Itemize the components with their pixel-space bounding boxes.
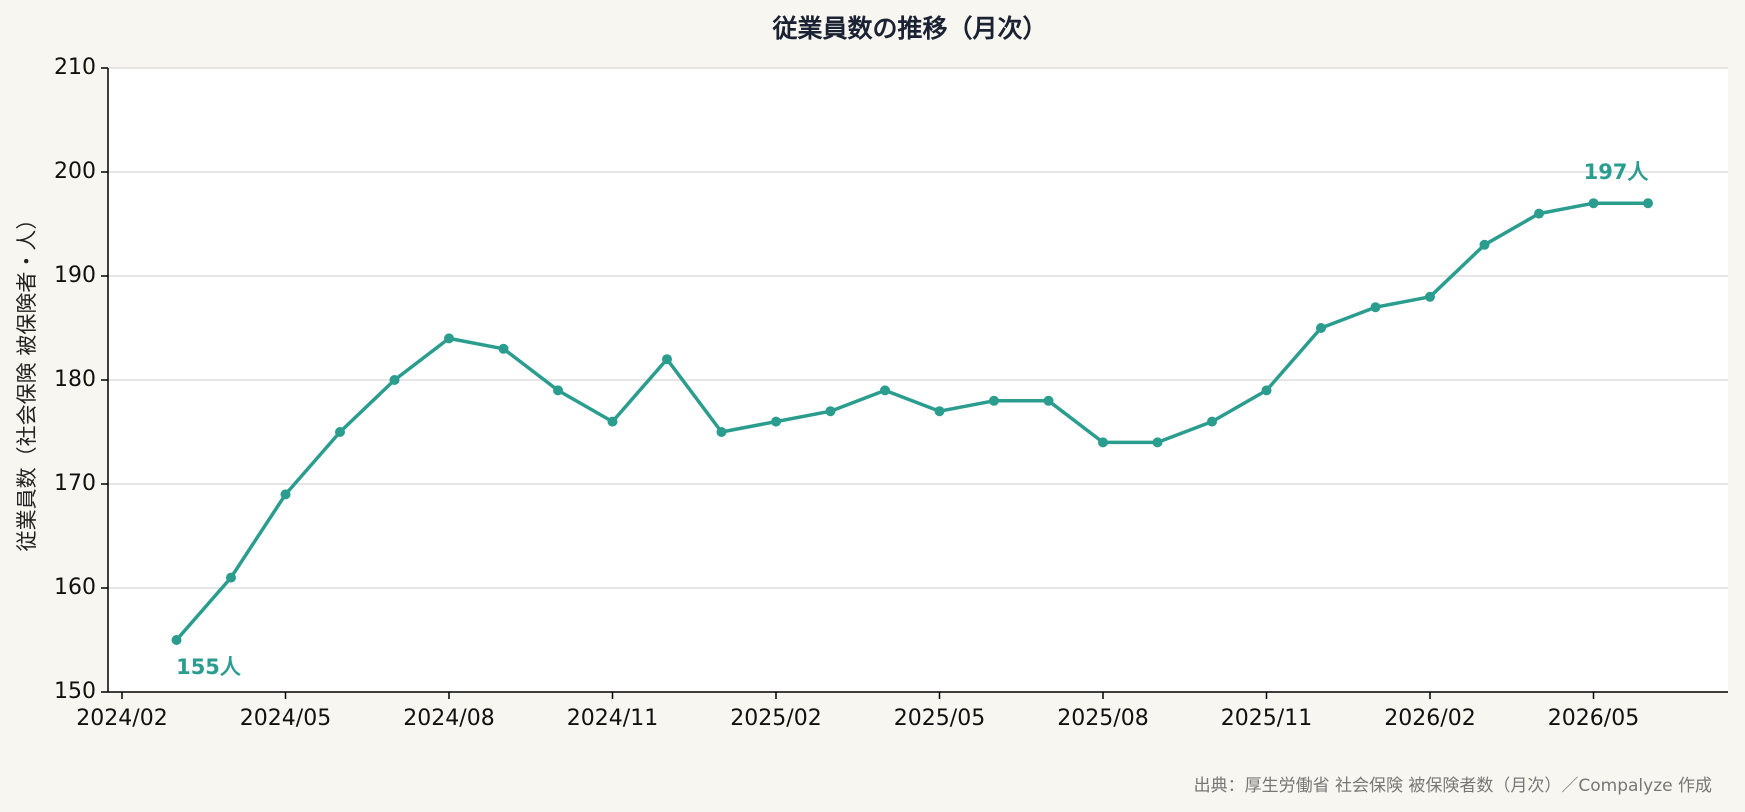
x-tick-label: 2025/05 xyxy=(894,706,985,731)
y-tick-label: 200 xyxy=(54,159,96,184)
point xyxy=(171,635,182,645)
y-tick-label: 170 xyxy=(54,471,96,496)
x-tick-label: 2026/05 xyxy=(1548,706,1639,731)
chart-title: 従業員数の推移（月次） xyxy=(771,14,1047,43)
point xyxy=(771,416,781,427)
point xyxy=(989,395,999,406)
line xyxy=(175,201,1648,642)
x-tick-label: 2025/11 xyxy=(1221,706,1312,731)
y-tick-label: 210 xyxy=(54,55,96,80)
point xyxy=(607,416,618,427)
point xyxy=(226,572,236,583)
point xyxy=(880,385,890,396)
y-tick-label: 190 xyxy=(54,263,96,288)
point xyxy=(1425,291,1435,302)
point xyxy=(1207,416,1217,427)
point xyxy=(934,406,945,417)
point xyxy=(1370,302,1381,313)
point xyxy=(1534,208,1544,219)
point xyxy=(1479,239,1490,250)
y-tick-label: 180 xyxy=(54,367,96,392)
point xyxy=(280,489,291,500)
point xyxy=(1261,385,1272,396)
data-label: 155人 xyxy=(176,655,241,679)
y-tick-label: 160 xyxy=(54,575,96,600)
x-tick-label: 2025/02 xyxy=(730,706,821,731)
point xyxy=(389,375,400,385)
point xyxy=(335,427,345,437)
x-tick-label: 2025/08 xyxy=(1057,706,1148,731)
point xyxy=(498,343,509,354)
point xyxy=(444,333,454,344)
y-tick-label: 150 xyxy=(54,679,96,704)
source-note: 出典：厚生労働省 社会保険 被保険者数（月次）／Compalyze 作成 xyxy=(1194,776,1712,796)
y-axis-label: 従業員数（社会保険 被保険者・人） xyxy=(15,209,39,552)
x-tick-label: 2026/02 xyxy=(1384,706,1475,731)
point xyxy=(1043,395,1054,406)
point xyxy=(825,406,836,417)
x-tick-label: 2024/11 xyxy=(567,706,658,731)
point xyxy=(1588,198,1599,209)
point xyxy=(1152,437,1163,448)
point xyxy=(716,427,727,437)
x-tick-label: 2024/05 xyxy=(240,706,331,731)
x-tick-label: 2024/02 xyxy=(76,706,167,731)
point xyxy=(1643,198,1653,209)
data-label: 197人 xyxy=(1584,160,1649,184)
point xyxy=(1316,323,1326,333)
point xyxy=(662,354,672,365)
point xyxy=(553,385,563,396)
x-tick-label: 2024/08 xyxy=(403,706,494,731)
point xyxy=(1098,437,1108,448)
